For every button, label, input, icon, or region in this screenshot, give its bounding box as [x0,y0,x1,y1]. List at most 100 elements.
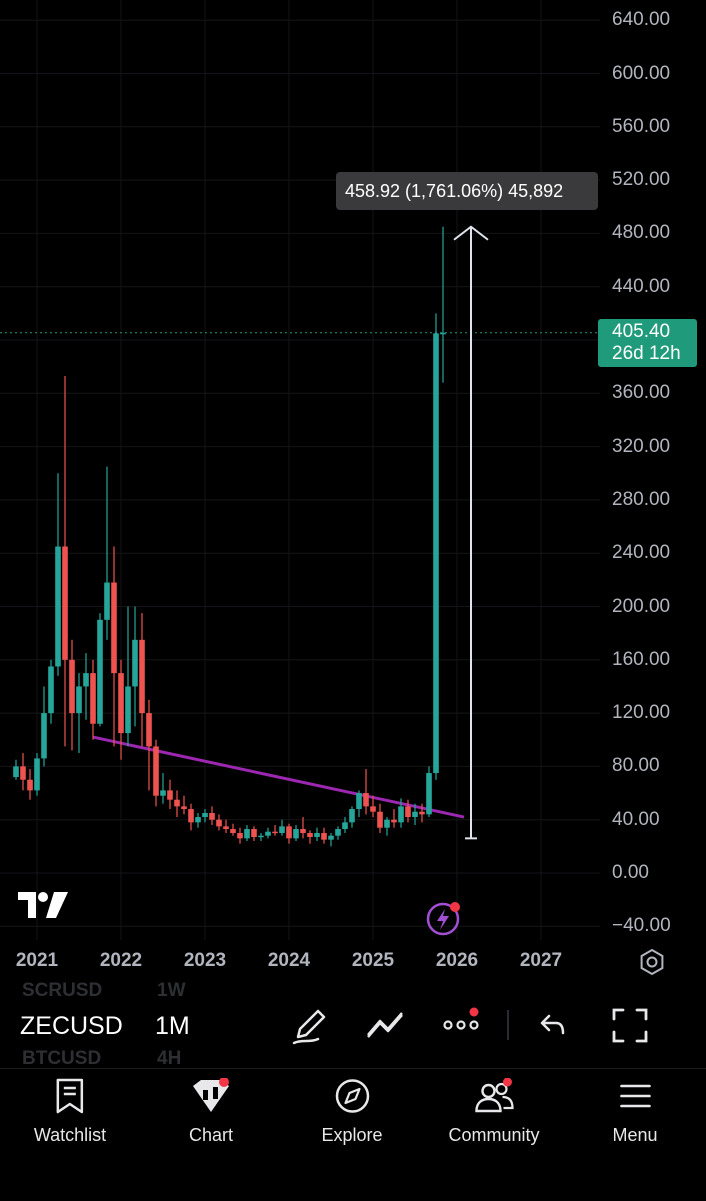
candle-body [293,829,299,839]
candle [307,830,313,844]
candle-body [342,822,348,830]
candle [314,827,320,842]
candle [104,466,110,640]
bar-countdown: 26d 12h [612,343,681,364]
tab-watchlist[interactable]: Watchlist [34,1078,106,1146]
time-axis-label: 2022 [99,950,143,971]
candle-body [356,793,362,810]
candle [321,827,327,844]
bottom-tab-bar [0,1068,706,1201]
price-axis-label: 280.00 [612,488,671,510]
candle-body [300,829,306,834]
candle [349,806,355,828]
candle [265,827,271,839]
candle [216,814,222,831]
candle [230,823,236,836]
candle [363,769,369,815]
candle [342,817,348,834]
candle [237,827,243,844]
price-axis-label: −40.00 [612,915,671,937]
candle [153,739,159,807]
candle [27,769,33,800]
price-axis-label: 120.00 [612,702,671,724]
candle [62,375,68,747]
ghost-symbol-above: SCRUSD [22,980,103,1001]
tab-community[interactable]: Community [448,1077,540,1146]
candle-body [426,773,432,815]
price-axis-label: 560.00 [612,115,671,137]
flash-icon[interactable] [426,901,462,937]
candle [356,790,362,818]
symbol-selector[interactable]: ZECUSD [20,1012,123,1040]
candle [195,813,201,828]
settings-icon[interactable] [638,948,666,976]
price-chart[interactable] [0,0,706,990]
price-axis-label: 240.00 [612,542,671,564]
candle-body [335,829,341,836]
candle [426,766,432,818]
candle-body [391,819,397,823]
candle-body [139,639,145,714]
candle [167,779,173,810]
price-axis-label: 0.00 [612,862,649,883]
drawing-tools-icon[interactable] [364,1005,408,1045]
more-icon[interactable] [442,1005,486,1045]
pen-icon[interactable] [290,1005,330,1045]
candle-body [314,833,320,838]
price-axis-label: 320.00 [612,435,671,457]
candle-body [251,829,257,838]
candle [34,753,40,796]
ghost-interval-below: 4H [157,1048,182,1069]
time-axis-label: 2027 [519,950,563,971]
tab-chart[interactable]: Chart [188,1077,234,1146]
candle-body [195,817,201,823]
measure-tooltip: 458.92 (1,761.06%) 45,892 [336,172,598,210]
interval-selector[interactable]: 1M [155,1012,190,1040]
price-axis-label: 480.00 [612,222,671,244]
tab-label: Chart [188,1125,234,1145]
candle [132,606,138,727]
candle-body [412,811,418,818]
candle-body [230,829,236,834]
community-icon [474,1077,514,1113]
tab-explore[interactable]: Explore [321,1078,383,1146]
candle [55,473,61,676]
candle-body [244,829,250,839]
chart-area[interactable]: 640.00600.00560.00520.00480.00440.00400.… [0,0,706,990]
candle-body [20,766,26,780]
candle [97,613,103,727]
candle [412,803,418,826]
price-axis-label: 40.00 [612,808,660,830]
candle [209,806,215,826]
candle [286,823,292,844]
candle-body [272,831,278,834]
candle-body [34,758,40,791]
candle [405,799,411,823]
candle-body [181,806,187,810]
candle [181,795,187,815]
candle [293,825,299,842]
candle-body [279,826,285,834]
undo-icon[interactable] [536,1005,568,1045]
chart-icon [192,1077,229,1112]
ghost-interval-above: 1W [157,980,186,1001]
candle [174,790,180,818]
tab-menu[interactable]: Menu [612,1078,658,1146]
candle-body [55,546,61,667]
candle-body [146,713,152,747]
candle-body [132,639,138,687]
candle-body [349,809,355,823]
measure-tool [453,225,489,840]
price-axis-label: 200.00 [612,595,671,617]
candle [202,809,208,823]
candle-body [118,673,124,734]
candle [251,826,257,842]
time-axis-label: 2023 [183,950,227,971]
price-axis-label: 600.00 [612,62,671,84]
candle-body [76,686,82,714]
tradingview-logo-icon [18,892,68,918]
candle [384,817,390,836]
fullscreen-icon[interactable] [610,1005,650,1045]
candle-body [363,793,369,807]
candle-body [216,819,222,827]
